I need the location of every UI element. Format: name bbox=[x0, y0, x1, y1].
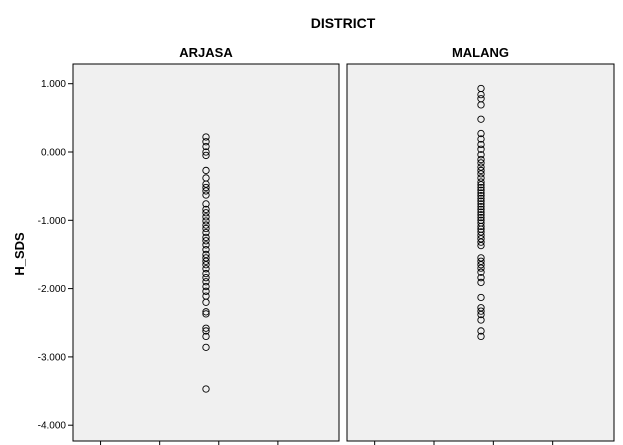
panel-arjasa: ARJASA bbox=[72, 45, 340, 445]
data-point bbox=[477, 316, 485, 324]
data-point bbox=[202, 261, 210, 269]
data-point bbox=[202, 385, 210, 393]
data-point bbox=[477, 145, 485, 153]
data-point bbox=[477, 189, 485, 197]
data-point bbox=[202, 183, 210, 192]
panel-label: MALANG bbox=[452, 45, 509, 60]
data-point bbox=[477, 129, 485, 138]
data-point bbox=[202, 138, 210, 146]
data-point bbox=[477, 101, 485, 109]
data-point bbox=[202, 217, 210, 225]
data-point bbox=[202, 133, 210, 141]
data-point bbox=[477, 310, 485, 319]
data-point bbox=[202, 213, 210, 221]
data-point bbox=[202, 142, 210, 151]
data-point bbox=[477, 307, 485, 315]
data-point bbox=[202, 269, 210, 278]
panel-malang: MALANG bbox=[346, 45, 615, 445]
data-point bbox=[202, 327, 210, 335]
data-point bbox=[202, 237, 210, 245]
data-point bbox=[477, 268, 485, 276]
data-point bbox=[477, 208, 485, 216]
data-point bbox=[202, 221, 210, 229]
y-tick-label: -3.000 bbox=[38, 352, 67, 363]
data-point bbox=[477, 238, 485, 246]
y-tick-label: -2.000 bbox=[38, 284, 67, 295]
data-point bbox=[477, 135, 485, 143]
data-point bbox=[202, 209, 210, 217]
data-point bbox=[477, 90, 485, 99]
data-point bbox=[202, 343, 210, 351]
data-point bbox=[202, 332, 210, 341]
data-point bbox=[477, 197, 485, 205]
panel-label: ARJASA bbox=[179, 45, 233, 60]
data-point bbox=[477, 274, 485, 282]
data-point bbox=[477, 186, 485, 194]
data-point bbox=[477, 151, 485, 159]
data-point bbox=[202, 151, 210, 160]
data-point bbox=[202, 148, 210, 156]
data-point bbox=[202, 278, 210, 286]
data-point bbox=[202, 324, 210, 332]
y-axis-label: H_SDS bbox=[12, 232, 27, 276]
data-point bbox=[477, 192, 485, 200]
data-point bbox=[202, 233, 210, 242]
data-point bbox=[202, 257, 210, 265]
plot-area bbox=[346, 63, 615, 442]
data-point bbox=[202, 308, 210, 316]
data-point bbox=[202, 282, 210, 291]
data-point bbox=[202, 274, 210, 282]
chart-title: DISTRICT bbox=[311, 15, 376, 31]
y-tick-label: 0.000 bbox=[41, 148, 66, 159]
data-point bbox=[477, 332, 485, 341]
data-point bbox=[477, 178, 485, 186]
data-point bbox=[202, 310, 210, 318]
y-axis: 1.000 0.000 -1.000 -2.000 -3.000 -4.000 bbox=[38, 79, 73, 432]
data-point bbox=[202, 241, 210, 249]
data-point bbox=[202, 205, 210, 214]
panels: ARJASA MALANG bbox=[72, 45, 615, 445]
data-point bbox=[202, 265, 210, 273]
data-point bbox=[477, 202, 485, 211]
data-point bbox=[477, 222, 485, 231]
data-point bbox=[477, 181, 485, 189]
data-point bbox=[477, 115, 485, 123]
y-tick-label: 1.000 bbox=[41, 79, 66, 90]
data-point bbox=[202, 191, 210, 199]
data-point bbox=[477, 261, 485, 269]
data-point bbox=[477, 159, 485, 167]
data-point bbox=[202, 187, 210, 195]
data-point bbox=[477, 155, 485, 164]
data-point bbox=[202, 200, 210, 208]
data-point bbox=[477, 264, 485, 272]
y-tick-label: -1.000 bbox=[38, 216, 67, 227]
data-point bbox=[202, 246, 210, 254]
data-point bbox=[477, 200, 485, 208]
data-point bbox=[477, 166, 485, 175]
data-point bbox=[202, 224, 210, 233]
data-point bbox=[477, 293, 485, 302]
data-point bbox=[477, 213, 485, 222]
data-point bbox=[477, 241, 485, 250]
data-point bbox=[477, 278, 485, 287]
data-point bbox=[477, 211, 485, 219]
data-point bbox=[477, 183, 485, 192]
data-point bbox=[202, 298, 210, 306]
data-point bbox=[477, 205, 485, 214]
data-point bbox=[202, 228, 210, 237]
data-point bbox=[477, 327, 485, 335]
data-point bbox=[477, 170, 485, 178]
data-point bbox=[477, 194, 485, 203]
data-point bbox=[477, 140, 485, 149]
data-point bbox=[202, 166, 210, 175]
y-tick-label: -4.000 bbox=[38, 421, 67, 432]
data-point bbox=[202, 287, 210, 295]
